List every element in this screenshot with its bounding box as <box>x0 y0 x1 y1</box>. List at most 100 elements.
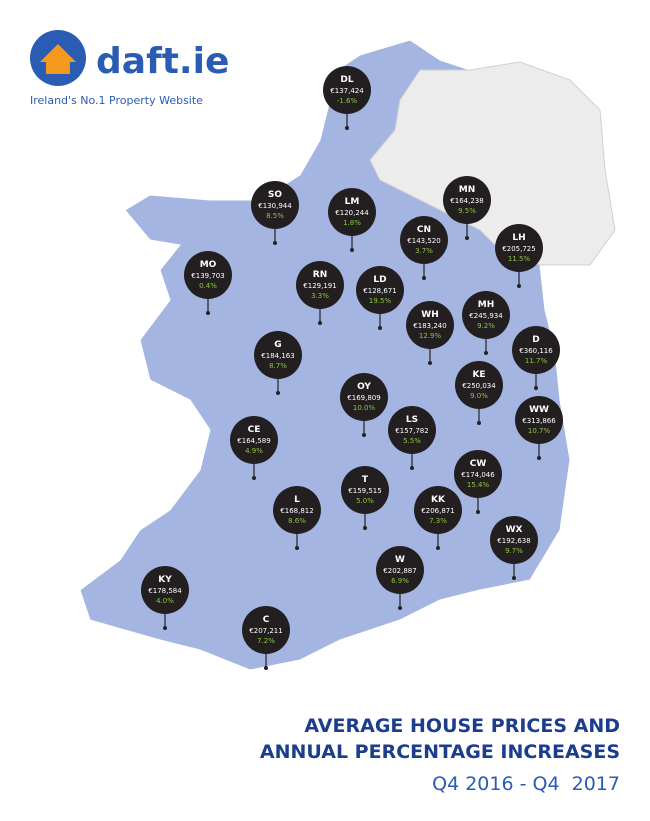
county-price: €120,244 <box>335 209 369 217</box>
county-price: €206,871 <box>421 507 454 515</box>
county-code: MH <box>478 300 495 310</box>
marker-circle <box>512 326 560 374</box>
county-marker: G €184,163 8.7% <box>254 331 302 395</box>
county-change: 9.5% <box>458 207 476 215</box>
county-marker: T €159,515 5.0% <box>341 466 389 530</box>
title-line: AVERAGE HOUSE PRICES AND <box>304 715 620 737</box>
pin-dot <box>512 576 516 580</box>
pin-dot <box>252 476 256 480</box>
pin-dot <box>318 321 322 325</box>
pin-dot <box>206 311 210 315</box>
county-change: 9.7% <box>505 547 523 555</box>
county-price: €184,163 <box>261 352 294 360</box>
county-change: 12.9% <box>419 332 442 340</box>
pin-dot <box>378 326 382 330</box>
county-marker: OY €169,809 10.0% <box>340 373 388 437</box>
pin-dot <box>428 361 432 365</box>
marker-circle <box>254 331 302 379</box>
logo-house <box>40 44 76 74</box>
county-marker: KE €250,034 9.0% <box>455 361 503 425</box>
county-marker: WX €192,638 9.7% <box>490 516 538 580</box>
county-price: €178,584 <box>148 587 182 595</box>
marker-circle <box>490 516 538 564</box>
county-change: 8.5% <box>266 212 284 220</box>
county-price: €129,191 <box>303 282 336 290</box>
county-marker: LD €128,671 19.5% <box>356 266 404 330</box>
pin-dot <box>484 351 488 355</box>
county-code: KE <box>472 370 485 380</box>
county-marker: D €360,116 11.7% <box>512 326 560 390</box>
county-code: WH <box>421 310 438 320</box>
county-marker: LH €205,725 11.5% <box>495 224 543 288</box>
marker-circle <box>323 66 371 114</box>
county-price: €130,944 <box>258 202 292 210</box>
county-marker: MN €164,238 9.5% <box>443 176 491 240</box>
county-code: WW <box>529 405 549 415</box>
county-marker: L €168,812 8.6% <box>273 486 321 550</box>
county-code: LM <box>345 197 360 207</box>
marker-circle <box>400 216 448 264</box>
county-change: -1.6% <box>337 97 358 105</box>
county-price: €250,034 <box>462 382 496 390</box>
county-price: €192,638 <box>497 537 530 545</box>
county-price: €143,520 <box>407 237 440 245</box>
county-code: CW <box>470 459 487 469</box>
county-price: €313,866 <box>522 417 556 425</box>
county-code: T <box>362 475 369 485</box>
county-code: LS <box>406 415 418 425</box>
county-marker: DL €137,424 -1.6% <box>323 66 371 130</box>
pin-dot <box>436 546 440 550</box>
county-marker: WH €183,240 12.9% <box>406 301 454 365</box>
county-code: KK <box>431 495 446 505</box>
county-marker: SO €130,944 8.5% <box>251 181 299 245</box>
county-change: 0.4% <box>199 282 217 290</box>
marker-circle <box>296 261 344 309</box>
county-marker: MH €245,934 9.2% <box>462 291 510 355</box>
county-change: 7.2% <box>257 637 275 645</box>
county-marker: KY €178,584 4.0% <box>141 566 189 630</box>
county-code: WX <box>506 525 523 535</box>
county-code: C <box>263 615 270 625</box>
county-change: 7.3% <box>429 517 447 525</box>
pin-dot <box>476 510 480 514</box>
marker-circle <box>273 486 321 534</box>
county-marker: WW €313,866 10.7% <box>515 396 563 460</box>
county-change: 9.2% <box>477 322 495 330</box>
county-change: 8.6% <box>288 517 306 525</box>
logo-name: daft.ie <box>96 41 229 82</box>
county-code: L <box>294 495 300 505</box>
county-marker: LM €120,244 1.8% <box>328 188 376 252</box>
marker-circle <box>515 396 563 444</box>
pin-dot <box>517 284 521 288</box>
county-change: 3.7% <box>415 247 433 255</box>
pin-dot <box>264 666 268 670</box>
marker-circle <box>443 176 491 224</box>
county-marker: CN €143,520 3.7% <box>400 216 448 280</box>
marker-circle <box>328 188 376 236</box>
pin-dot <box>273 241 277 245</box>
pin-dot <box>537 456 541 460</box>
county-code: OY <box>357 382 371 392</box>
county-price: €245,934 <box>469 312 503 320</box>
pin-dot <box>465 236 469 240</box>
county-change: 1.8% <box>343 219 361 227</box>
county-code: MO <box>200 260 217 270</box>
county-price: €169,809 <box>347 394 380 402</box>
marker-circle <box>388 406 436 454</box>
county-price: €205,725 <box>502 245 535 253</box>
marker-circle <box>414 486 462 534</box>
county-code: G <box>274 340 281 350</box>
pin-dot <box>410 466 414 470</box>
pin-dot <box>398 606 402 610</box>
county-price: €137,424 <box>330 87 364 95</box>
county-marker: MO €139,703 0.4% <box>184 251 232 315</box>
county-price: €164,238 <box>450 197 483 205</box>
pin-dot <box>477 421 481 425</box>
county-change: 11.7% <box>525 357 548 365</box>
county-change: 8.7% <box>269 362 287 370</box>
county-marker: W €202,887 6.9% <box>376 546 424 610</box>
county-code: LD <box>373 275 386 285</box>
pin-dot <box>350 248 354 252</box>
pin-dot <box>363 526 367 530</box>
county-marker: CE €164,589 4.9% <box>230 416 278 480</box>
